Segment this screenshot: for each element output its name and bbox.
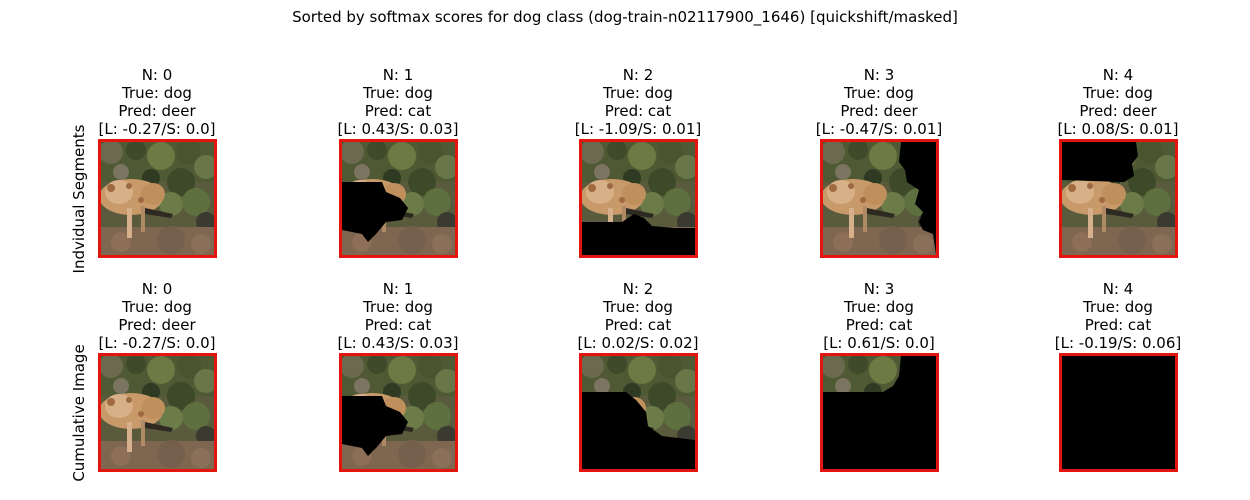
- panel-score-label: [L: 0.08/S: 0.01]: [1057, 120, 1179, 138]
- panel-true-label: True: dog: [363, 84, 433, 102]
- panel-pred-label: Pred: cat: [364, 316, 432, 334]
- panel-true-label: True: dog: [603, 84, 673, 102]
- row-label-individual-segments: Indvidual Segments: [70, 124, 88, 274]
- panel-title: N: 4 True: dog Pred: deer [L: 0.08/S: 0.…: [1008, 66, 1228, 138]
- segment-thumbnail: [579, 139, 698, 258]
- row-label-cumulative-image: Cumulative Image: [70, 344, 88, 482]
- panel-n-label: N: 4: [1102, 66, 1134, 84]
- panel-score-label: [L: 0.61/S: 0.0]: [823, 334, 935, 352]
- panel-score-label: [L: -1.09/S: 0.01]: [574, 120, 702, 138]
- panel-n-label: N: 2: [622, 66, 654, 84]
- segment-thumbnail: [820, 139, 939, 258]
- panel-title: N: 1 True: dog Pred: cat [L: 0.43/S: 0.0…: [288, 66, 508, 138]
- panel-pred-label: Pred: cat: [364, 102, 432, 120]
- panel-title: N: 3 True: dog Pred: cat [L: 0.61/S: 0.0…: [769, 280, 989, 352]
- panel-pred-label: Pred: cat: [1084, 316, 1152, 334]
- panel-n-label: N: 1: [382, 280, 414, 298]
- panel-title: N: 2 True: dog Pred: cat [L: 0.02/S: 0.0…: [528, 280, 748, 352]
- panel-score-label: [L: -0.27/S: 0.0]: [98, 334, 216, 352]
- figure-title: Sorted by softmax scores for dog class (…: [292, 8, 958, 26]
- panel-true-label: True: dog: [1083, 84, 1153, 102]
- panel-title: N: 1 True: dog Pred: cat [L: 0.43/S: 0.0…: [288, 280, 508, 352]
- cumulative-thumbnail: [1059, 353, 1178, 472]
- panel-n-label: N: 0: [141, 280, 173, 298]
- panel-n-label: N: 3: [863, 280, 895, 298]
- panel-title: N: 2 True: dog Pred: cat [L: -1.09/S: 0.…: [528, 66, 748, 138]
- panel-n-label: N: 3: [863, 66, 895, 84]
- panel-title: N: 3 True: dog Pred: deer [L: -0.47/S: 0…: [769, 66, 989, 138]
- panel-score-label: [L: 0.43/S: 0.03]: [337, 120, 459, 138]
- panel-true-label: True: dog: [844, 298, 914, 316]
- cumulative-thumbnail: [579, 353, 698, 472]
- panel-pred-label: Pred: deer: [1079, 102, 1157, 120]
- panel-true-label: True: dog: [122, 298, 192, 316]
- panel-true-label: True: dog: [603, 298, 673, 316]
- panel-pred-label: Pred: deer: [118, 316, 196, 334]
- segment-thumbnail: [339, 139, 458, 258]
- panel-true-label: True: dog: [844, 84, 914, 102]
- panel-title: N: 0 True: dog Pred: deer [L: -0.27/S: 0…: [47, 280, 267, 352]
- panel-score-label: [L: -0.47/S: 0.01]: [815, 120, 943, 138]
- panel-pred-label: Pred: cat: [604, 316, 672, 334]
- panel-title: N: 0 True: dog Pred: deer [L: -0.27/S: 0…: [47, 66, 267, 138]
- panel-score-label: [L: -0.19/S: 0.06]: [1054, 334, 1182, 352]
- panel-true-label: True: dog: [122, 84, 192, 102]
- panel-score-label: [L: -0.27/S: 0.0]: [98, 120, 216, 138]
- panel-score-label: [L: 0.43/S: 0.03]: [337, 334, 459, 352]
- panel-n-label: N: 1: [382, 66, 414, 84]
- panel-pred-label: Pred: deer: [118, 102, 196, 120]
- panel-true-label: True: dog: [363, 298, 433, 316]
- cumulative-thumbnail: [339, 353, 458, 472]
- panel-n-label: N: 0: [141, 66, 173, 84]
- panel-n-label: N: 4: [1102, 280, 1134, 298]
- segment-thumbnail: [98, 139, 217, 258]
- panel-score-label: [L: 0.02/S: 0.02]: [577, 334, 699, 352]
- panel-n-label: N: 2: [622, 280, 654, 298]
- panel-pred-label: Pred: cat: [604, 102, 672, 120]
- panel-title: N: 4 True: dog Pred: cat [L: -0.19/S: 0.…: [1008, 280, 1228, 352]
- panel-pred-label: Pred: deer: [840, 102, 918, 120]
- cumulative-thumbnail: [820, 353, 939, 472]
- panel-pred-label: Pred: cat: [845, 316, 913, 334]
- cumulative-thumbnail: [98, 353, 217, 472]
- panel-true-label: True: dog: [1083, 298, 1153, 316]
- segment-thumbnail: [1059, 139, 1178, 258]
